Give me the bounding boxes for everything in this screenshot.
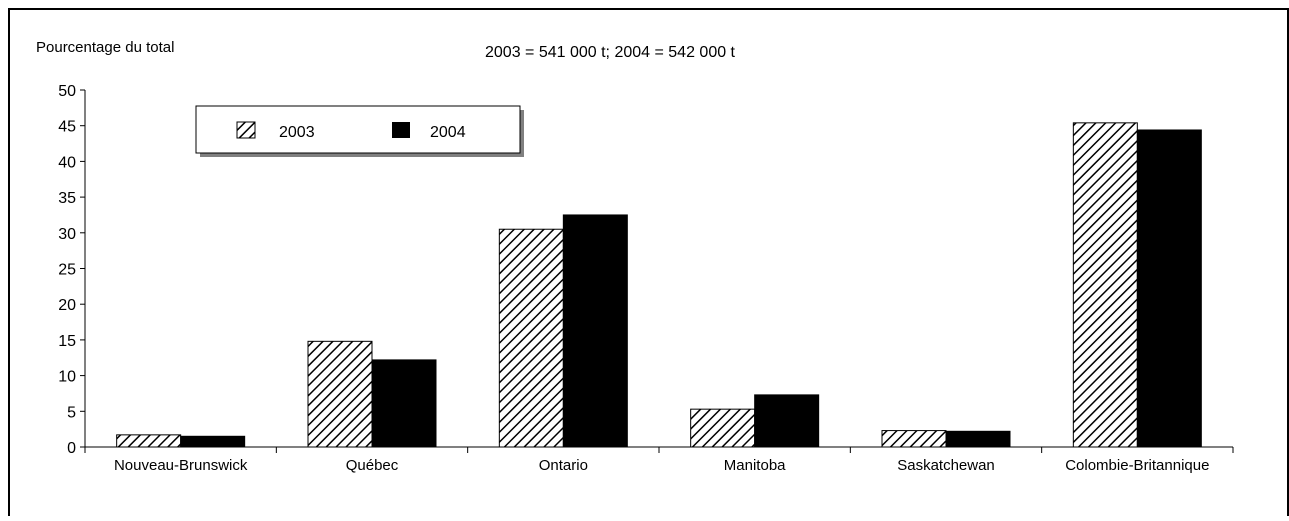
x-tick-label: Saskatchewan	[897, 457, 995, 474]
legend: 2003 2004	[195, 105, 524, 157]
bar-2004	[754, 394, 820, 448]
bar-2004	[562, 214, 628, 448]
bar-2004	[945, 430, 1011, 448]
legend-label-2004: 2004	[430, 124, 466, 141]
bar-2003	[307, 340, 373, 448]
bar-2004	[371, 359, 437, 448]
bar-2003	[1072, 122, 1138, 448]
y-tick-label: 35	[58, 190, 76, 207]
y-tick-label: 0	[67, 440, 76, 457]
x-tick-label: Colombie-Britannique	[1065, 457, 1209, 474]
y-tick-label: 25	[58, 262, 76, 279]
y-axis-label: Pourcentage du total	[36, 39, 174, 56]
legend-swatch-2003	[236, 121, 256, 139]
y-tick-label: 5	[67, 404, 76, 421]
bar-2003	[690, 408, 756, 448]
y-tick-label: 15	[58, 333, 76, 350]
bars	[116, 122, 1202, 448]
axes: 0 5 10 15 20 25 30 35 40 45 50 Nouveau-Brunswick Qué…	[58, 83, 1234, 474]
bar-2004	[1136, 129, 1202, 448]
y-tick-label: 45	[58, 119, 76, 136]
x-tick-label: Manitoba	[724, 457, 786, 474]
y-tick-label: 20	[58, 297, 76, 314]
bar-2004	[180, 435, 246, 448]
y-tick-label: 40	[58, 154, 76, 171]
bar-2003	[498, 228, 564, 448]
x-tick-label: Ontario	[539, 457, 588, 474]
bar-2003	[881, 430, 947, 448]
legend-label-2003: 2003	[279, 124, 315, 141]
y-tick-label: 10	[58, 369, 76, 386]
y-tick-label: 50	[58, 83, 76, 100]
y-tick-label: 30	[58, 226, 76, 243]
chart-subtitle: 2003 = 541 000 t; 2004 = 542 000 t	[485, 44, 736, 61]
legend-swatch-2004	[392, 122, 410, 138]
x-tick-label: Québec	[346, 457, 399, 474]
x-tick-label: Nouveau-Brunswick	[114, 457, 248, 474]
bar-2003	[116, 434, 182, 448]
